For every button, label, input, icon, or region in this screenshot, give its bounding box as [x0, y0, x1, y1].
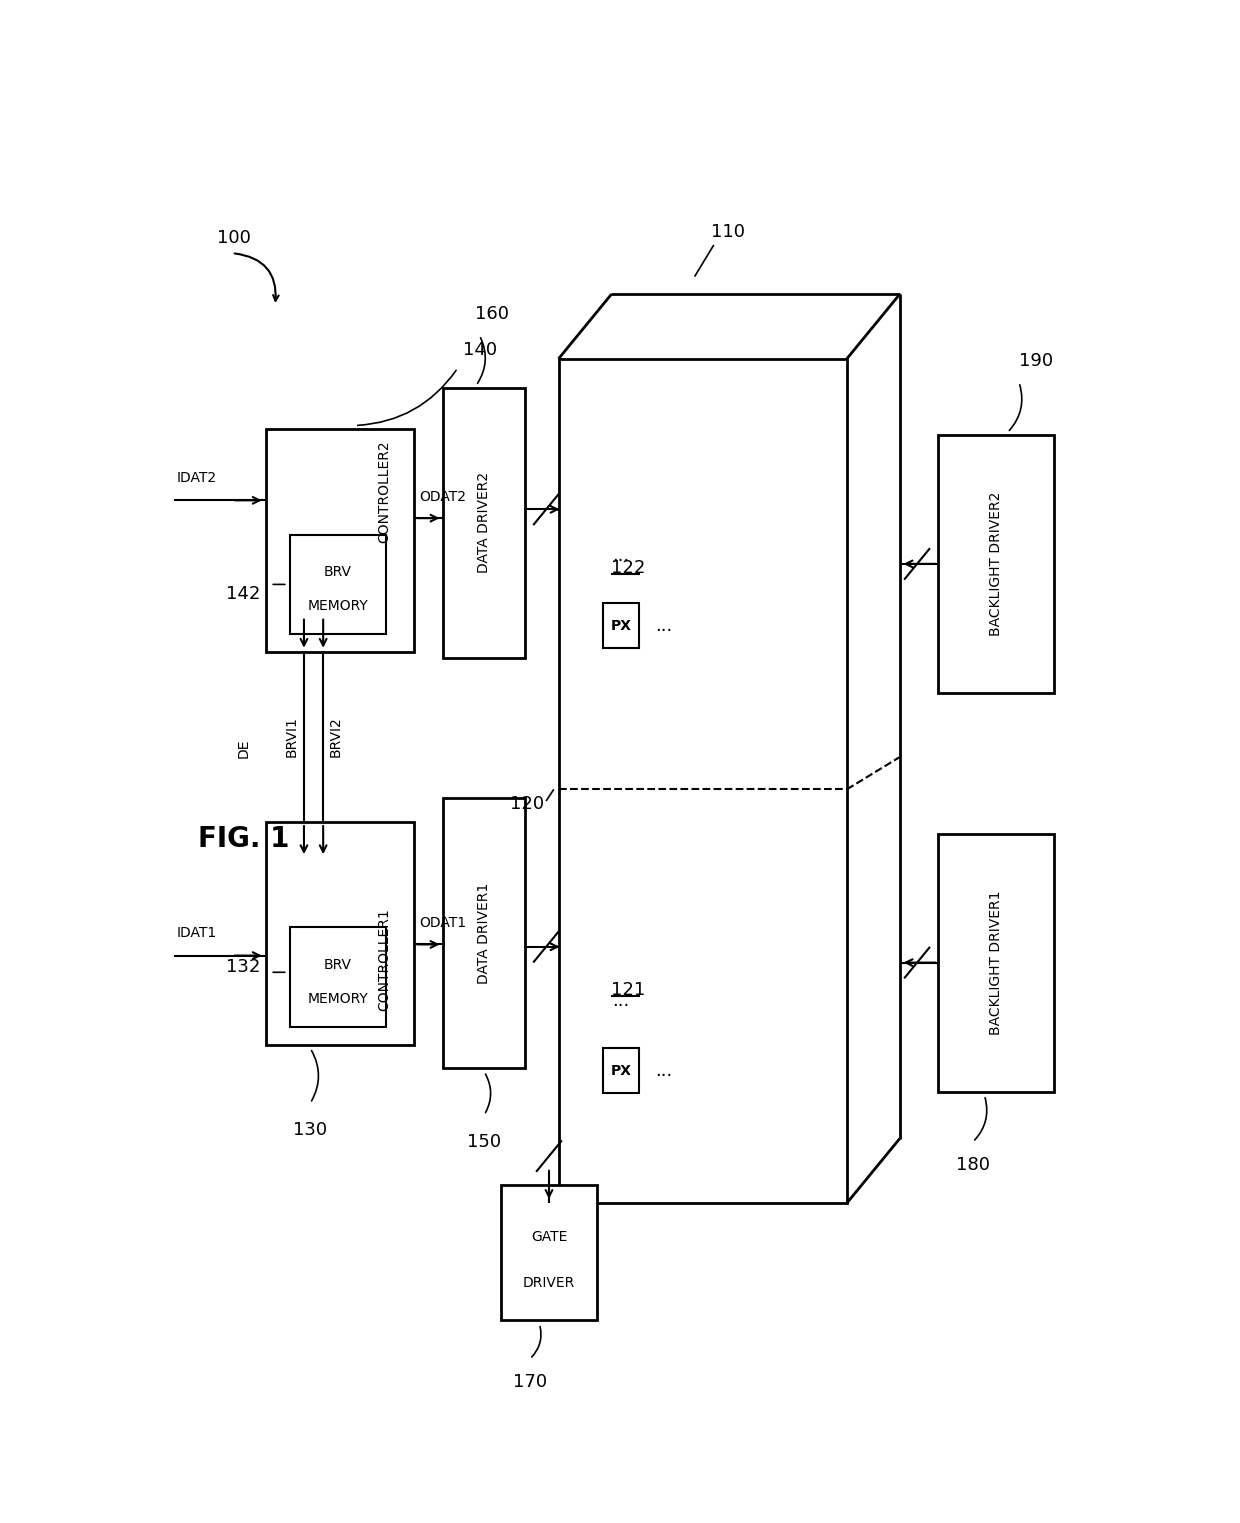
Text: BRV: BRV — [324, 958, 352, 972]
Text: PX: PX — [610, 618, 631, 632]
Bar — [603, 1048, 640, 1094]
Text: ...: ... — [613, 993, 630, 1010]
Text: 160: 160 — [475, 306, 508, 323]
Text: 120: 120 — [510, 795, 544, 813]
Text: DE: DE — [237, 739, 250, 758]
Text: IDAT2: IDAT2 — [176, 471, 216, 486]
Text: BACKLIGHT DRIVER1: BACKLIGHT DRIVER1 — [988, 891, 1003, 1034]
Bar — [444, 388, 525, 658]
Text: 100: 100 — [217, 230, 252, 247]
Text: ...: ... — [655, 1062, 672, 1080]
Text: 142: 142 — [227, 585, 260, 603]
Text: CONTROLLER2: CONTROLLER2 — [378, 440, 392, 542]
Text: 122: 122 — [611, 559, 646, 577]
Text: 110: 110 — [712, 224, 745, 241]
Text: 121: 121 — [611, 981, 646, 999]
Text: MEMORY: MEMORY — [308, 991, 368, 1007]
Text: IDAT1: IDAT1 — [176, 926, 217, 940]
Text: ...: ... — [613, 547, 630, 565]
Text: 140: 140 — [463, 341, 497, 358]
Bar — [290, 535, 386, 634]
Bar — [558, 359, 847, 1203]
Text: ODAT1: ODAT1 — [419, 917, 466, 931]
Bar — [939, 436, 1054, 693]
Text: DRIVER: DRIVER — [523, 1276, 575, 1290]
Text: 170: 170 — [512, 1374, 547, 1390]
Text: BRVI2: BRVI2 — [329, 716, 343, 757]
Bar — [265, 822, 414, 1045]
Text: DATA DRIVER2: DATA DRIVER2 — [477, 472, 491, 573]
Text: PX: PX — [610, 1063, 631, 1078]
Text: 132: 132 — [227, 958, 260, 976]
Text: BACKLIGHT DRIVER2: BACKLIGHT DRIVER2 — [988, 492, 1003, 637]
Text: 190: 190 — [1019, 352, 1053, 370]
Bar — [603, 603, 640, 647]
Text: 130: 130 — [293, 1121, 327, 1139]
Text: FIG. 1: FIG. 1 — [198, 825, 290, 853]
Bar — [265, 429, 414, 652]
Text: 150: 150 — [467, 1133, 501, 1151]
Text: GATE: GATE — [531, 1229, 567, 1244]
Bar — [290, 928, 386, 1027]
Text: ...: ... — [655, 617, 672, 635]
Bar — [501, 1185, 596, 1320]
Text: ODAT2: ODAT2 — [419, 490, 466, 504]
Text: BRV: BRV — [324, 565, 352, 579]
Text: CONTROLLER1: CONTROLLER1 — [378, 909, 392, 1011]
Bar — [939, 833, 1054, 1092]
Text: BRVI1: BRVI1 — [284, 716, 298, 757]
Text: DATA DRIVER1: DATA DRIVER1 — [477, 883, 491, 984]
Text: MEMORY: MEMORY — [308, 600, 368, 614]
Text: 180: 180 — [956, 1156, 990, 1174]
Bar — [444, 798, 525, 1068]
